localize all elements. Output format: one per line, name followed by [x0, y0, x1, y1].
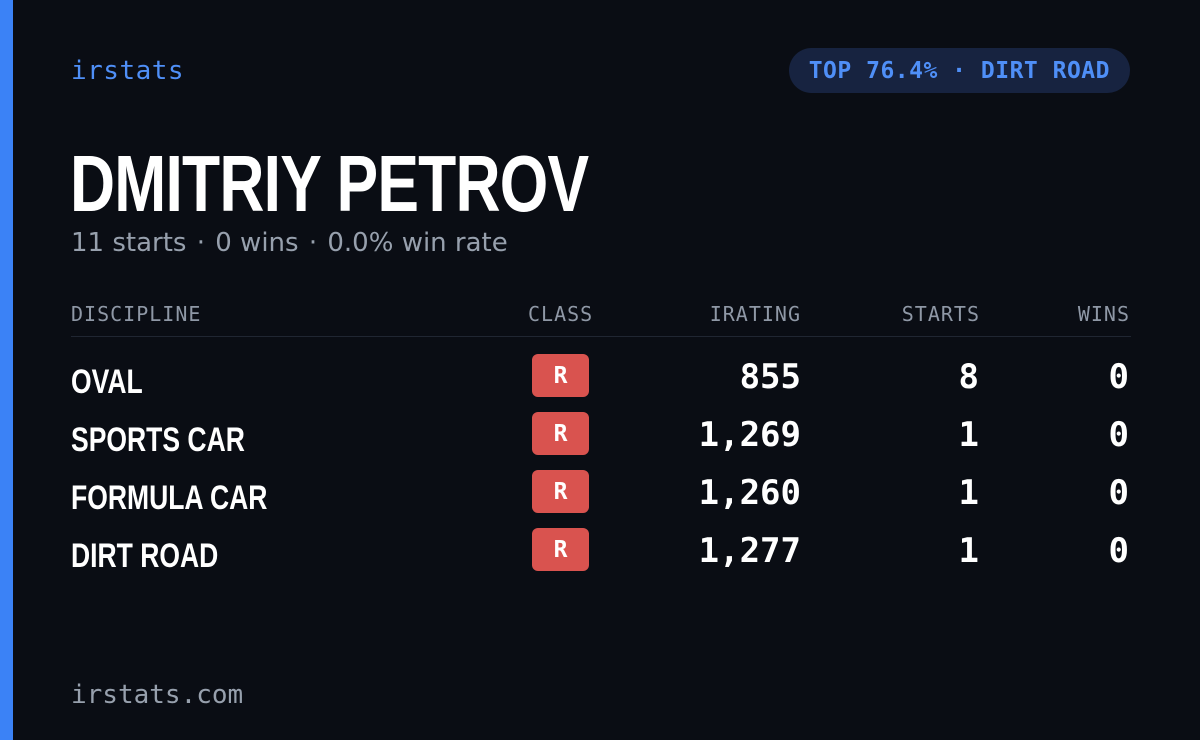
class-badge: R [532, 470, 589, 513]
table-row: DIRT ROAD R 1,277 1 0 [71, 527, 1131, 585]
starts-count: 11 starts [71, 228, 187, 258]
class-badge: R [532, 354, 589, 397]
irating-value: 1,277 [698, 531, 801, 571]
discipline-name: SPORTS CAR [71, 421, 245, 459]
class-badge: R [532, 412, 589, 455]
starts-value: 1 [958, 531, 979, 571]
discipline-table: DISCIPLINE CLASS IRATING STARTS WINS OVA… [71, 300, 1131, 585]
wins-value: 0 [1108, 473, 1129, 513]
discipline-name: FORMULA CAR [71, 479, 268, 517]
discipline-name: DIRT ROAD [71, 537, 219, 575]
driver-summary: 11 starts · 0 wins · 0.0% win rate [71, 228, 508, 258]
brand-logo: irstats [71, 56, 185, 86]
separator: · [308, 228, 318, 258]
class-badge: R [532, 528, 589, 571]
irating-value: 1,269 [698, 415, 801, 455]
header-starts: STARTS [901, 302, 980, 326]
table-row: FORMULA CAR R 1,260 1 0 [71, 469, 1131, 527]
starts-value: 1 [958, 473, 979, 513]
win-rate: 0.0% win rate [327, 228, 508, 258]
header-wins: WINS [1077, 302, 1130, 326]
table-row: SPORTS CAR R 1,269 1 0 [71, 411, 1131, 469]
starts-value: 1 [958, 415, 979, 455]
footer-url: irstats.com [71, 680, 244, 710]
irating-value: 1,260 [698, 473, 801, 513]
separator: · [196, 228, 205, 258]
irating-value: 855 [739, 357, 801, 397]
wins-count: 0 wins [215, 228, 299, 258]
header-irating: IRATING [709, 302, 801, 326]
table-body: OVAL R 855 8 0 SPORTS CAR R 1,269 1 0 FO… [71, 337, 1131, 585]
table-row: OVAL R 855 8 0 [71, 353, 1131, 411]
wins-value: 0 [1108, 415, 1129, 455]
accent-bar [0, 0, 13, 740]
driver-name: DMITRIY PETROV [70, 139, 589, 228]
header-discipline: DISCIPLINE [71, 302, 202, 326]
table-header: DISCIPLINE CLASS IRATING STARTS WINS [71, 300, 1131, 337]
discipline-name: OVAL [71, 363, 143, 401]
wins-value: 0 [1108, 357, 1129, 397]
wins-value: 0 [1108, 531, 1129, 571]
starts-value: 8 [958, 357, 979, 397]
rank-pill: TOP 76.4% · DIRT ROAD [788, 48, 1130, 93]
header-class: CLASS [528, 302, 594, 326]
